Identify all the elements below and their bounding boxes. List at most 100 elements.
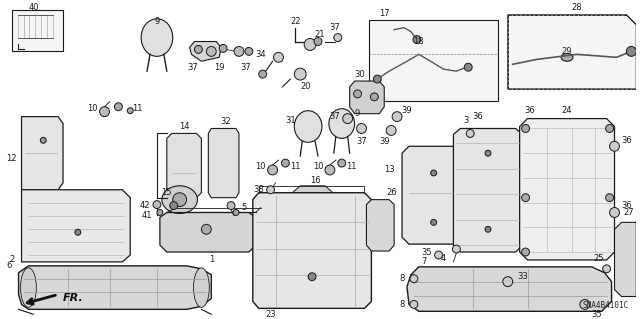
Circle shape (304, 39, 316, 50)
Ellipse shape (141, 19, 173, 56)
Circle shape (338, 159, 346, 167)
Circle shape (227, 202, 235, 210)
Circle shape (245, 48, 253, 55)
Text: 25: 25 (593, 255, 604, 263)
Text: 6: 6 (6, 261, 12, 271)
Text: 36: 36 (621, 136, 632, 145)
Circle shape (75, 229, 81, 235)
Text: 42: 42 (140, 201, 150, 210)
Text: 35: 35 (591, 310, 602, 319)
Text: 5: 5 (241, 203, 246, 212)
Circle shape (173, 193, 187, 207)
Bar (12, 10, 63, 51)
Circle shape (609, 141, 620, 151)
Circle shape (343, 114, 353, 123)
Circle shape (373, 75, 381, 83)
Circle shape (464, 63, 472, 71)
Circle shape (485, 226, 491, 232)
Text: 26: 26 (387, 188, 397, 197)
Circle shape (170, 202, 178, 210)
Circle shape (485, 150, 491, 156)
Ellipse shape (162, 186, 198, 213)
Circle shape (356, 123, 367, 133)
Text: 10: 10 (88, 104, 98, 113)
Polygon shape (22, 117, 63, 190)
Polygon shape (22, 190, 131, 262)
Ellipse shape (329, 109, 355, 138)
Polygon shape (407, 267, 612, 311)
Circle shape (522, 124, 529, 132)
Polygon shape (160, 212, 256, 252)
Text: 19: 19 (214, 63, 225, 72)
Circle shape (308, 273, 316, 281)
Circle shape (452, 245, 460, 253)
Circle shape (202, 224, 211, 234)
Polygon shape (349, 81, 384, 114)
Text: 16: 16 (310, 176, 321, 185)
Text: 39: 39 (379, 137, 390, 146)
Text: 37: 37 (330, 23, 340, 32)
Text: 10: 10 (313, 161, 323, 171)
Text: 15: 15 (161, 188, 172, 197)
Circle shape (314, 38, 322, 46)
Text: 36: 36 (524, 106, 535, 115)
Circle shape (100, 107, 109, 117)
Text: 13: 13 (384, 166, 394, 174)
Polygon shape (209, 129, 239, 198)
Ellipse shape (193, 268, 209, 308)
Text: 30: 30 (354, 70, 365, 78)
Circle shape (334, 33, 342, 41)
Circle shape (234, 47, 244, 56)
Circle shape (522, 248, 529, 256)
Text: 35: 35 (421, 248, 432, 256)
Text: 1: 1 (209, 256, 214, 264)
Text: 11: 11 (290, 161, 301, 171)
Circle shape (410, 300, 418, 308)
Polygon shape (402, 146, 460, 244)
Circle shape (267, 186, 275, 194)
Circle shape (503, 277, 513, 286)
Circle shape (157, 210, 163, 215)
Circle shape (522, 194, 529, 202)
Text: SNA4B4101C: SNA4B4101C (582, 301, 628, 310)
Circle shape (392, 112, 402, 122)
Polygon shape (293, 186, 332, 208)
Text: 37: 37 (356, 137, 367, 146)
Ellipse shape (294, 111, 322, 142)
Circle shape (282, 159, 289, 167)
Text: 29: 29 (562, 47, 572, 56)
Text: 36: 36 (621, 201, 632, 210)
Text: 28: 28 (572, 4, 582, 12)
Text: 37: 37 (241, 63, 252, 72)
Text: FR.: FR. (63, 293, 84, 303)
Circle shape (273, 52, 284, 62)
Text: 41: 41 (142, 211, 152, 220)
Ellipse shape (20, 268, 36, 308)
Polygon shape (508, 15, 636, 89)
Circle shape (467, 130, 474, 137)
Circle shape (431, 170, 436, 176)
Text: 36: 36 (473, 112, 483, 121)
Text: 38: 38 (253, 185, 264, 194)
Text: 2: 2 (9, 256, 14, 264)
Circle shape (354, 90, 362, 98)
Text: 3: 3 (463, 116, 469, 125)
Text: 11: 11 (132, 104, 143, 113)
Text: 33: 33 (517, 272, 528, 281)
Text: 34: 34 (255, 50, 266, 59)
Text: 12: 12 (6, 154, 17, 163)
Polygon shape (614, 222, 636, 296)
Text: 23: 23 (265, 310, 276, 319)
Polygon shape (167, 133, 202, 198)
Circle shape (605, 194, 614, 202)
Circle shape (268, 165, 278, 175)
Circle shape (325, 165, 335, 175)
Polygon shape (453, 129, 523, 252)
Text: 27: 27 (623, 208, 634, 217)
Polygon shape (19, 266, 211, 309)
Circle shape (127, 108, 133, 114)
Circle shape (605, 124, 614, 132)
Circle shape (413, 36, 421, 43)
Text: 21: 21 (315, 30, 325, 39)
Text: 7: 7 (421, 257, 426, 266)
